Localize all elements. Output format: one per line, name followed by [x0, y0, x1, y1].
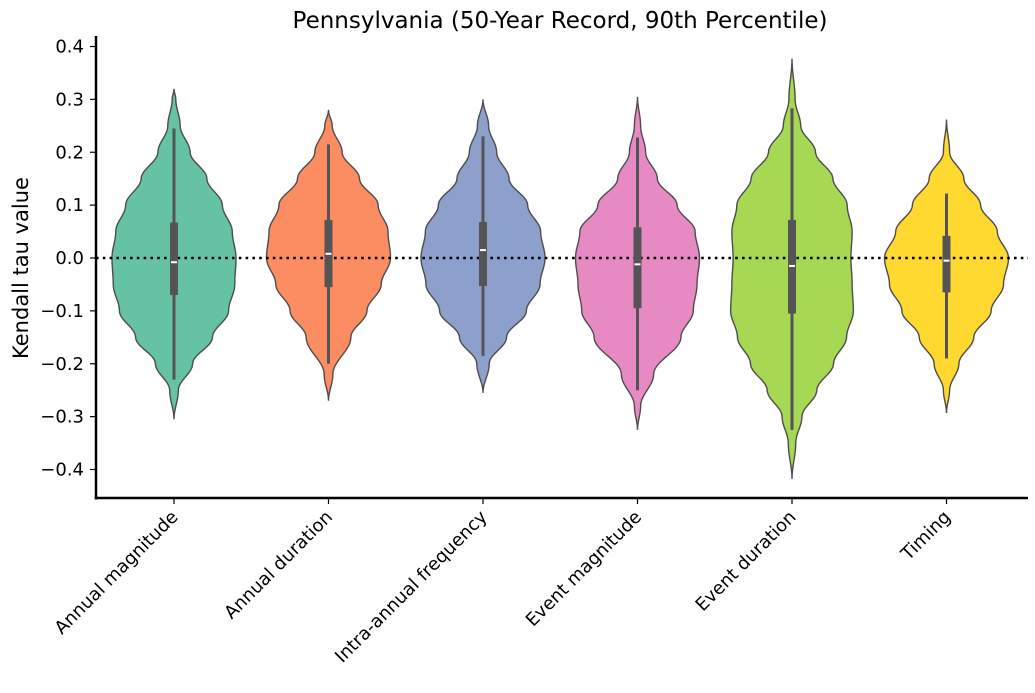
y-tick-label: 0.2	[55, 142, 84, 163]
y-axis-label: Kendall tau value	[9, 177, 33, 359]
violins-layer	[111, 58, 1010, 480]
x-tick-label: Annual magnitude	[51, 507, 183, 639]
x-tick-label: Timing	[896, 507, 955, 566]
y-tick-label: −0.4	[40, 460, 84, 481]
x-tick-label: Event magnitude	[522, 507, 646, 631]
y-tick-label: −0.1	[40, 301, 84, 322]
chart-title: Pennsylvania (50-Year Record, 90th Perce…	[293, 8, 828, 34]
y-tick-label: 0.3	[55, 89, 84, 110]
y-tick-label: 0.0	[55, 248, 84, 269]
violin-iqr-box	[170, 222, 178, 296]
x-tick-label: Intra-annual frequency	[331, 506, 492, 667]
axes-layer	[94, 36, 1028, 500]
violin-iqr-box	[479, 222, 487, 287]
x-tick-label: Annual duration	[220, 507, 337, 624]
y-tick-label: 0.1	[55, 195, 84, 216]
y-tick-label: −0.3	[40, 407, 84, 428]
y-tick-label: 0.4	[55, 37, 84, 58]
box-layer	[170, 108, 951, 430]
y-tick-label: −0.2	[40, 354, 84, 375]
x-tick-label: Event duration	[692, 507, 801, 616]
violin-iqr-box	[942, 235, 951, 293]
violin-iqr-box	[633, 227, 642, 309]
